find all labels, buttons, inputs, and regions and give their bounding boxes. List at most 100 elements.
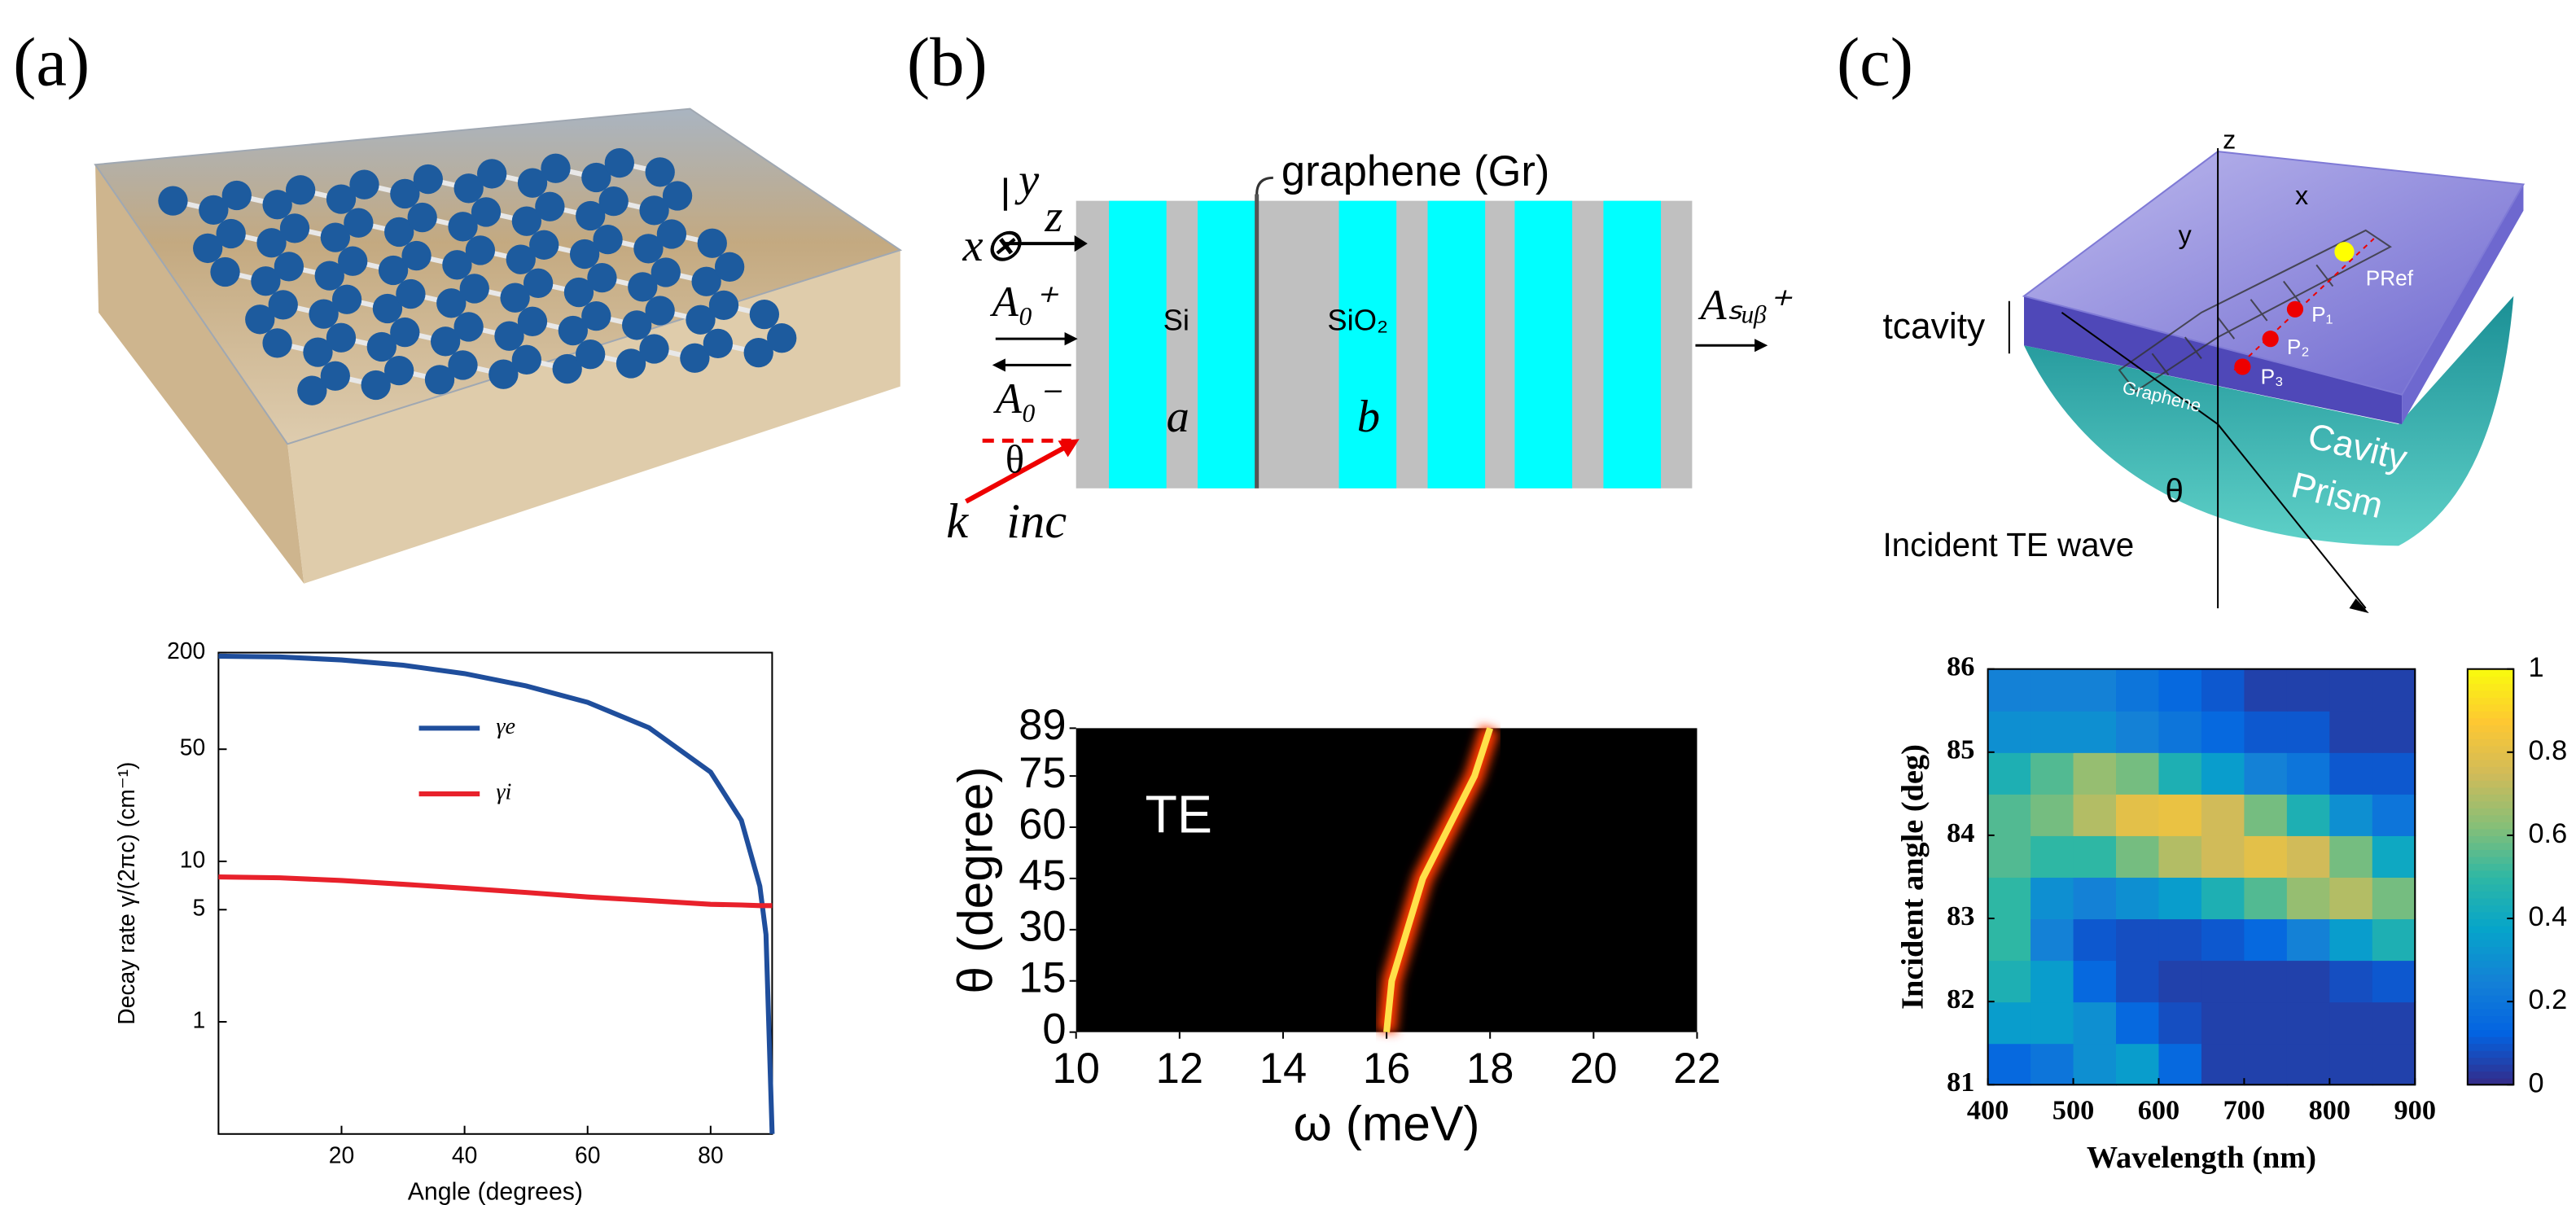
colorbar-segment [2467,974,2514,982]
y-tick-label: 82 [1947,984,1974,1014]
heatmap-cell [2031,876,2074,920]
atom [500,283,530,313]
y-tick-label: 5 [193,895,206,921]
heatmap-cell [2031,918,2074,962]
colorbar-segment [2467,932,2514,940]
colorbar-segment [2467,918,2514,927]
atom [326,184,357,214]
colorbar-segment [2467,759,2514,767]
heatmap-cell [2372,710,2416,753]
heatmap-cell [2031,793,2074,836]
colorbar-segment [2467,793,2514,802]
heatmap-cell [2073,751,2118,795]
atom [494,321,524,351]
heatmap-cell [2158,1043,2202,1086]
y-tick-label: 10 [180,846,205,872]
heatmap-cell [2372,835,2416,878]
atom [430,326,461,357]
atom [193,233,223,264]
atom [199,195,229,226]
heatmap-cell [2201,793,2245,836]
atom [691,266,721,296]
atom [471,197,502,227]
colorbar-segment [2467,842,2514,850]
colorbar-segment [2467,953,2514,962]
heatmap-cell [2116,710,2160,753]
y-tick-label: 81 [1947,1067,1974,1098]
heatmap-cell [1987,751,2032,795]
atom [645,296,675,326]
atom [506,244,536,274]
point-label: P₂ [2287,335,2310,359]
colorbar-segment [2467,835,2514,844]
heatmap-cell [2201,1001,2245,1045]
atom [279,213,310,243]
atom [476,159,507,189]
heatmap-cell [2372,751,2416,795]
cavity-diagram [2008,148,2526,614]
x-axis-label: ω (meV) [1294,1096,1480,1151]
heatmap-cell [2158,668,2202,712]
atom [662,181,693,211]
y-axis-label: Decay rate γ/(2πc) (cm⁻¹) [113,762,139,1025]
atom [221,180,252,211]
heatmap-cell [2244,876,2288,920]
heatmap-cell [2329,1001,2373,1045]
atom [245,305,275,335]
heatmap-cell [2372,876,2416,920]
y-tick-label: 1 [193,1006,206,1032]
colorbar-segment [2467,897,2514,906]
atom [396,278,426,309]
heatmap-cell [2031,960,2074,1003]
heatmap-cell [2329,751,2373,795]
atom [448,212,478,242]
atom [251,266,281,296]
x-axis-label: Angle (degrees) [408,1178,583,1205]
heatmap-cell [1987,710,2032,753]
colorbar-segment [2467,1057,2514,1065]
legend-label: γi [496,780,511,805]
colorbar-segment [2467,1043,2514,1051]
heatmap-cell [2372,668,2416,712]
colorbar-segment [2467,787,2514,795]
colorbar-segment [2467,1036,2514,1045]
heatmap-cell [2201,710,2245,753]
heatmap-cell [2158,751,2202,795]
heatmap-cell [2329,1043,2373,1086]
colorbar-segment [2467,862,2514,871]
atom [309,299,339,329]
heatmap-cell [2286,918,2331,962]
heatmap-cell [1987,1043,2032,1086]
heatmap-cell [2244,835,2288,878]
colorbar-segment [2467,668,2514,677]
atom [743,337,773,368]
axis-symbol: z [2223,125,2236,155]
heatmap-cell [2329,876,2373,920]
plot-frame [1987,668,2416,1086]
colorbar-segment [2467,1049,2514,1058]
heatmap-cell [2031,1001,2074,1045]
colorbar-segment [2467,848,2514,857]
heatmap-cell [2286,960,2331,1003]
heatmap-cell [2286,751,2331,795]
x-tick-label: 22 [1673,1045,1720,1093]
atom [274,252,304,282]
series-line [218,653,775,1134]
heatmap-cell [2244,668,2288,712]
colorbar-segment [2467,814,2514,822]
atom [569,239,600,269]
colorbar-segment [2467,773,2514,781]
atom [593,224,623,255]
heatmap-cell [2372,960,2416,1003]
wave-label: Aₛᵤᵦ⁺ [1698,282,1793,329]
heatmap-cell [2244,960,2288,1003]
heatmap-cell [2073,1001,2118,1045]
heatmap-cell [2158,1001,2202,1045]
colorbar-segment [2467,925,2514,934]
atom [372,293,403,324]
x-tick-label: 400 [1967,1094,2009,1125]
colorbar-segment [2467,1022,2514,1031]
atom [703,328,734,359]
atom [749,299,780,330]
heatmap-cell [2073,668,2118,712]
